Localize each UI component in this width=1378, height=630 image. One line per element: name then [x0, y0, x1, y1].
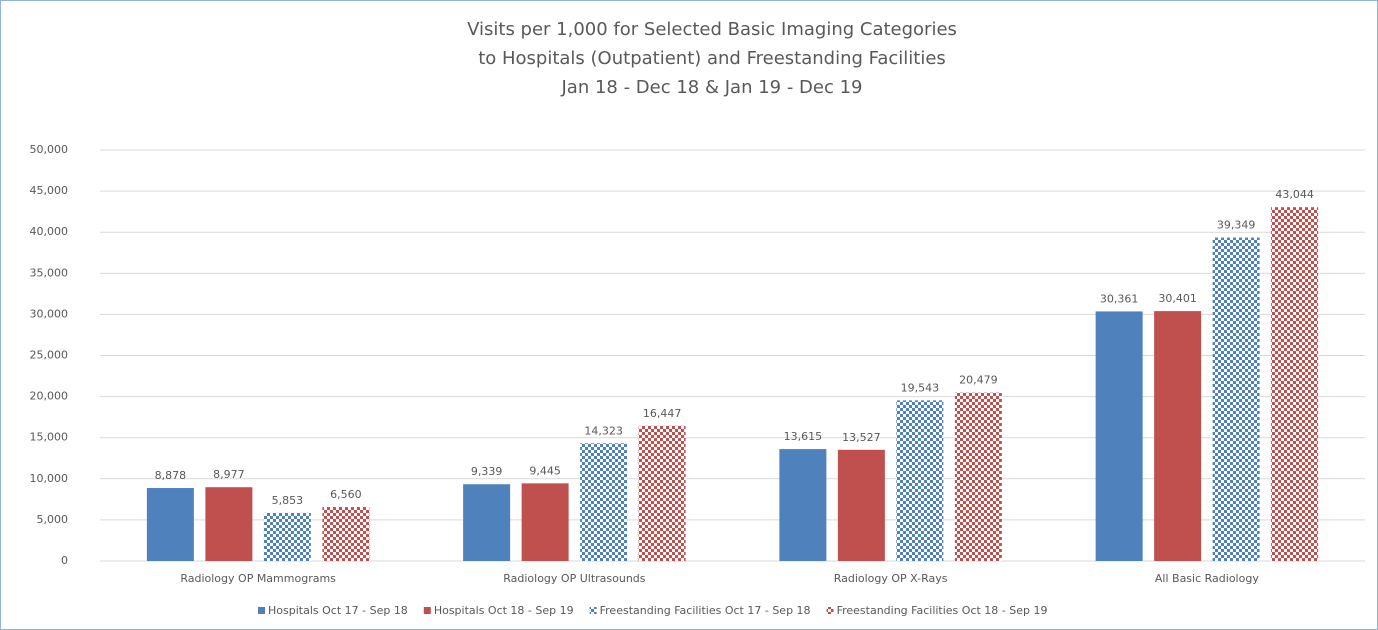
legend-swatch: [258, 607, 265, 614]
legend-swatch: [589, 607, 597, 614]
data-label: 39,349: [1217, 219, 1256, 232]
bar: [263, 512, 311, 561]
data-label: 8,878: [155, 469, 187, 482]
bar: [896, 400, 944, 561]
x-tick-label: Radiology OP X-Rays: [834, 572, 948, 585]
legend-label: Freestanding Facilities Oct 18 - Sep 19: [837, 604, 1048, 617]
legend-swatch: [423, 607, 431, 614]
legend-label: Hospitals Oct 17 - Sep 18: [268, 604, 408, 617]
bar: [322, 507, 370, 561]
bar: [580, 443, 628, 561]
data-label: 9,339: [471, 465, 503, 478]
data-label: 30,361: [1100, 292, 1139, 305]
chart-title: Visits per 1,000 for Selected Basic Imag…: [467, 19, 957, 40]
legend-label: Freestanding Facilities Oct 17 - Sep 18: [600, 604, 811, 617]
y-tick-label: 30,000: [30, 307, 69, 320]
data-label: 9,445: [529, 464, 561, 477]
bar: [1212, 237, 1260, 562]
x-tick-label: All Basic Radiology: [1155, 572, 1259, 585]
legend-label: Hospitals Oct 18 - Sep 19: [434, 604, 574, 617]
data-label: 8,977: [213, 468, 245, 481]
bar: [779, 449, 827, 561]
data-label: 6,560: [330, 488, 362, 501]
data-label: 30,401: [1158, 292, 1197, 305]
bar: [1095, 311, 1143, 561]
chart-title: to Hospitals (Outpatient) and Freestandi…: [478, 48, 946, 69]
y-tick-label: 5,000: [37, 513, 69, 526]
y-tick-label: 45,000: [30, 184, 69, 197]
bar: [954, 392, 1002, 561]
bar: [146, 488, 194, 561]
bar: [837, 449, 885, 561]
y-tick-label: 35,000: [30, 266, 69, 279]
bar: [1154, 311, 1202, 561]
chart-title: Jan 18 - Dec 18 & Jan 19 - Dec 19: [560, 77, 862, 98]
legend-swatch: [826, 607, 834, 614]
data-label: 13,615: [784, 430, 823, 443]
y-tick-label: 20,000: [30, 390, 69, 403]
bar: [205, 487, 253, 561]
y-tick-label: 10,000: [30, 472, 69, 485]
data-label: 5,853: [272, 494, 304, 507]
data-label: 14,323: [584, 424, 623, 437]
bar: [1271, 207, 1319, 561]
data-label: 13,527: [842, 431, 881, 444]
data-label: 19,543: [901, 381, 940, 394]
y-tick-label: 15,000: [30, 431, 69, 444]
x-tick-label: Radiology OP Mammograms: [180, 572, 336, 585]
bar: [638, 425, 686, 561]
y-tick-label: 25,000: [30, 349, 69, 362]
bar: [463, 484, 511, 561]
y-tick-label: 50,000: [30, 143, 69, 156]
x-tick-label: Radiology OP Ultrasounds: [503, 572, 646, 585]
data-label: 43,044: [1275, 188, 1314, 201]
data-label: 20,479: [959, 374, 998, 387]
data-label: 16,447: [643, 407, 682, 420]
y-tick-label: 0: [61, 554, 68, 567]
y-tick-label: 40,000: [30, 225, 69, 238]
bar: [521, 483, 569, 561]
